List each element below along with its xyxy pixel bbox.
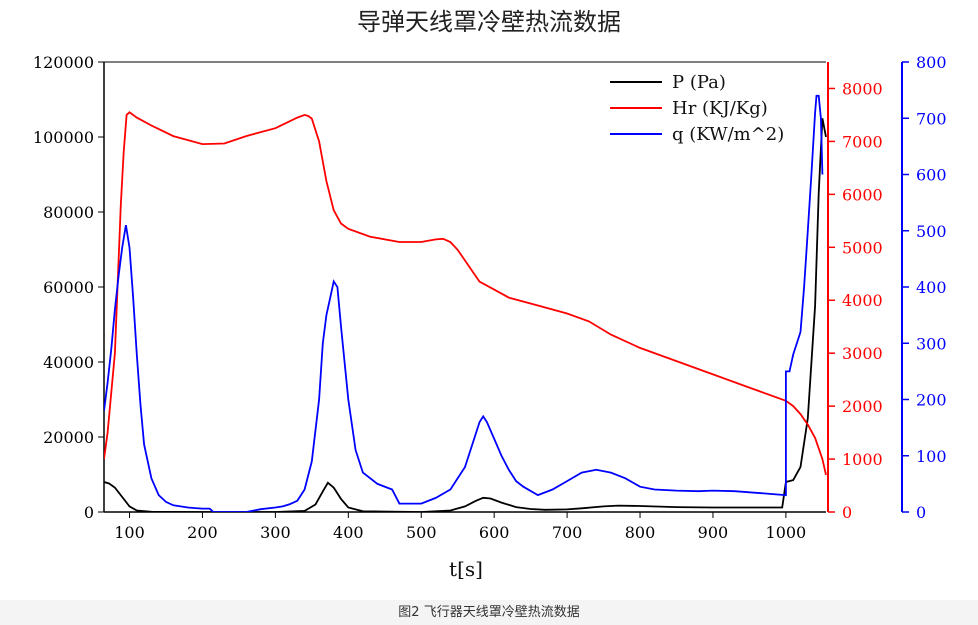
right2-tick-label-100: 100 xyxy=(916,447,947,466)
right2-tick-label-600: 600 xyxy=(916,166,947,185)
right-axis-hr: 0 1000 2000 3000 4000 5000 6000 7000 8000 xyxy=(827,62,883,522)
left-tick-label-60000: 60000 xyxy=(43,278,94,297)
x-tick-label-800: 800 xyxy=(625,523,656,542)
left-tick-label-20000: 20000 xyxy=(43,428,94,447)
right-axis-q: 0 100 200 300 400 500 600 700 800 xyxy=(901,53,947,522)
legend: P (Pa) Hr (KJ/Kg) q (KW/m^2) xyxy=(610,72,784,145)
legend-label-2: q (KW/m^2) xyxy=(672,124,784,145)
right1-tick-label-8000: 8000 xyxy=(842,79,883,98)
x-tick-label-1000: 1000 xyxy=(766,523,807,542)
left-tick-label-120000: 120000 xyxy=(33,53,94,72)
x-tick-label-900: 900 xyxy=(698,523,729,542)
left-tick-label-40000: 40000 xyxy=(43,353,94,372)
left-tick-label-100000: 100000 xyxy=(33,128,94,147)
right2-tick-label-300: 300 xyxy=(916,334,947,353)
right2-tick-label-400: 400 xyxy=(916,278,947,297)
x-axis-label: t[s] xyxy=(449,557,483,581)
chart-figure: 导弹天线罩冷壁热流数据 0 20000 40000 60000 80000 100000 1… xyxy=(32,8,947,581)
chart-canvas: 导弹天线罩冷壁热流数据 0200004000060000800001000001… xyxy=(33,8,947,581)
x-tick-label-300: 300 xyxy=(260,523,291,542)
left-tick-label-80000: 80000 xyxy=(43,203,94,222)
legend-label-1: Hr (KJ/Kg) xyxy=(672,98,768,119)
right1-tick-label-2000: 2000 xyxy=(842,397,883,416)
series-line-0 xyxy=(104,118,827,512)
series-line-1 xyxy=(104,111,827,476)
left-axis: 0 20000 40000 60000 80000 100000 120000 xyxy=(33,53,104,522)
right2-tick-label-200: 200 xyxy=(916,391,947,410)
figure-caption: 图2 飞行器天线罩冷壁热流数据 xyxy=(0,600,978,625)
right1-tick-label-6000: 6000 xyxy=(842,185,883,204)
right1-tick-label-1000: 1000 xyxy=(842,450,883,469)
right1-tick-label-4000: 4000 xyxy=(842,291,883,310)
right2-tick-label-0: 0 xyxy=(916,503,926,522)
right1-tick-label-3000: 3000 xyxy=(842,344,883,363)
legend-label-0: P (Pa) xyxy=(672,72,726,93)
right1-tick-label-7000: 7000 xyxy=(842,132,883,151)
x-tick-label-400: 400 xyxy=(333,523,364,542)
x-tick-label-200: 200 xyxy=(187,523,218,542)
right1-tick-label-5000: 5000 xyxy=(842,238,883,257)
x-tick-label-500: 500 xyxy=(406,523,437,542)
bottom-axis: 100 200 300 400 500 600 700 800 900 1000 xyxy=(114,512,806,542)
right1-tick-label-0: 0 xyxy=(842,503,852,522)
x-tick-label-700: 700 xyxy=(552,523,583,542)
right2-tick-label-700: 700 xyxy=(916,109,947,128)
left-tick-label-0: 0 xyxy=(84,503,94,522)
x-tick-label-100: 100 xyxy=(114,523,145,542)
chart-title: 导弹天线罩冷壁热流数据 xyxy=(357,8,621,36)
series-line-2 xyxy=(104,94,824,512)
right2-tick-label-800: 800 xyxy=(916,53,947,72)
x-tick-label-600: 600 xyxy=(479,523,510,542)
series-layer xyxy=(104,94,827,512)
right2-tick-label-500: 500 xyxy=(916,222,947,241)
